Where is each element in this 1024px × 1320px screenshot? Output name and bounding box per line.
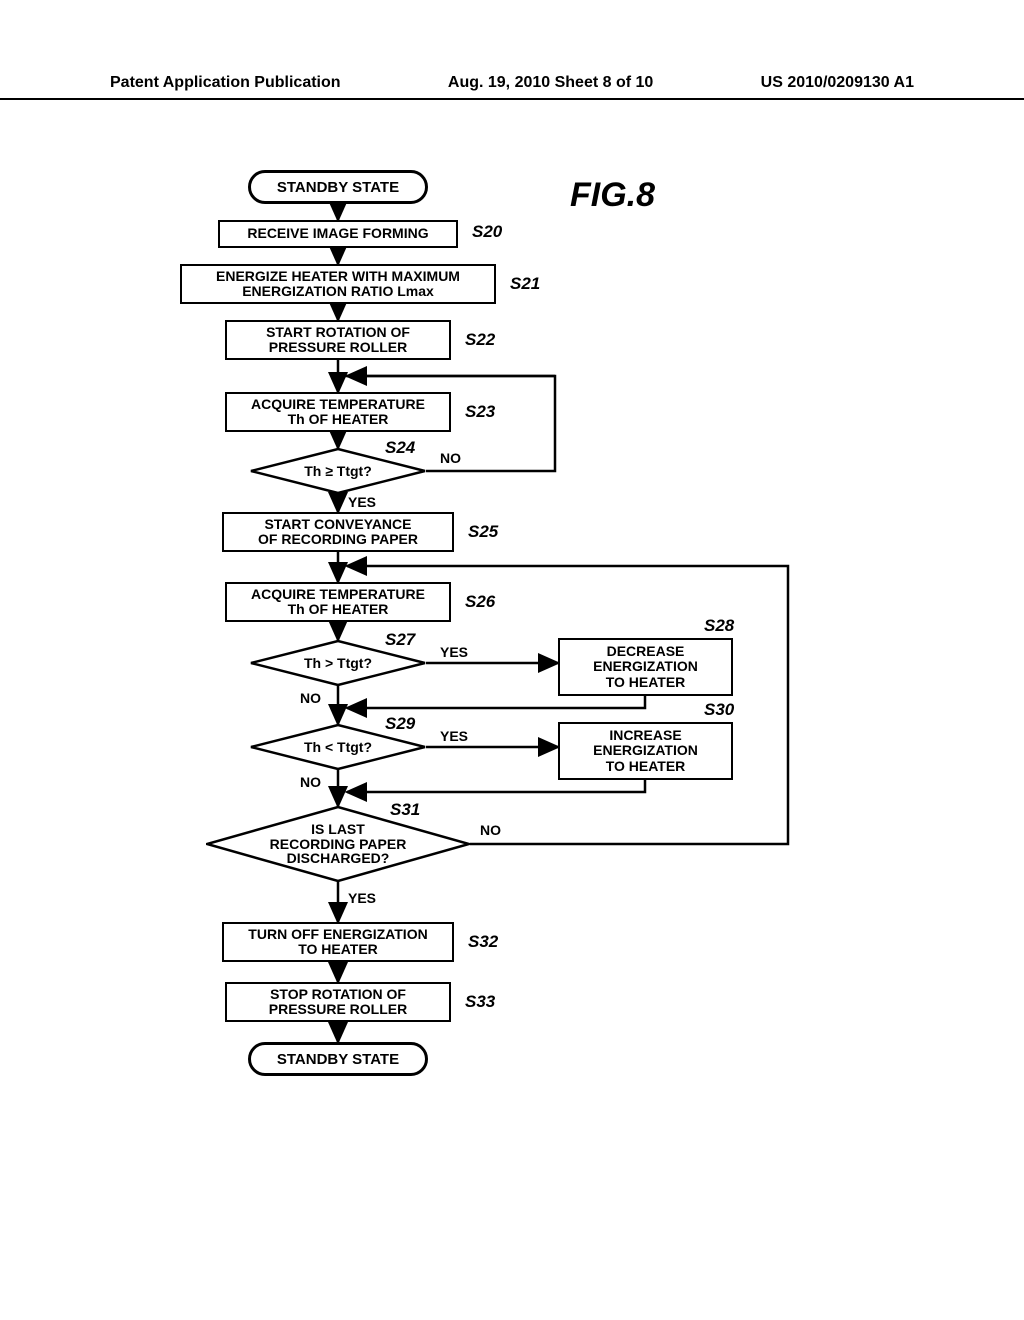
step-s21-text: ENERGIZE HEATER WITH MAXIMUMENERGIZATION… bbox=[216, 269, 460, 300]
step-s29-text: Th < Ttgt? bbox=[304, 740, 372, 755]
flowchart: FIG.8 STANDBY STATE RECEIVE IMAGE FORMIN… bbox=[0, 150, 1024, 1310]
terminal-end: STANDBY STATE bbox=[248, 1042, 428, 1076]
s24-yes: YES bbox=[348, 494, 376, 510]
s29-yes: YES bbox=[440, 728, 468, 744]
terminal-start-text: STANDBY STATE bbox=[277, 179, 399, 196]
header-center: Aug. 19, 2010 Sheet 8 of 10 bbox=[448, 74, 653, 92]
terminal-start: STANDBY STATE bbox=[248, 170, 428, 204]
step-s25: START CONVEYANCEOF RECORDING PAPER bbox=[222, 512, 454, 552]
step-s24-label: S24 bbox=[385, 438, 415, 458]
s31-yes: YES bbox=[348, 890, 376, 906]
step-s22-label: S22 bbox=[465, 330, 495, 350]
step-s32: TURN OFF ENERGIZATIONTO HEATER bbox=[222, 922, 454, 962]
s29-no: NO bbox=[300, 774, 321, 790]
step-s20-text: RECEIVE IMAGE FORMING bbox=[247, 226, 428, 241]
step-s31-label: S31 bbox=[390, 800, 420, 820]
step-s32-text: TURN OFF ENERGIZATIONTO HEATER bbox=[248, 927, 427, 958]
step-s31: IS LASTRECORDING PAPERDISCHARGED? bbox=[206, 806, 470, 882]
step-s33-label: S33 bbox=[465, 992, 495, 1012]
step-s31-text: IS LASTRECORDING PAPERDISCHARGED? bbox=[270, 822, 407, 866]
s27-yes: YES bbox=[440, 644, 468, 660]
step-s28-label: S28 bbox=[704, 616, 734, 636]
step-s26-label: S26 bbox=[465, 592, 495, 612]
step-s25-text: START CONVEYANCEOF RECORDING PAPER bbox=[258, 517, 418, 548]
figure-title: FIG.8 bbox=[570, 176, 655, 215]
step-s20: RECEIVE IMAGE FORMING bbox=[218, 220, 458, 248]
s24-no: NO bbox=[440, 450, 461, 466]
header-left: Patent Application Publication bbox=[110, 74, 341, 92]
step-s26-text: ACQUIRE TEMPERATURETh OF HEATER bbox=[251, 587, 425, 618]
step-s28-text: DECREASEENERGIZATIONTO HEATER bbox=[593, 644, 698, 690]
step-s33-text: STOP ROTATION OFPRESSURE ROLLER bbox=[269, 987, 407, 1018]
step-s25-label: S25 bbox=[468, 522, 498, 542]
step-s23: ACQUIRE TEMPERATURETh OF HEATER bbox=[225, 392, 451, 432]
step-s20-label: S20 bbox=[472, 222, 502, 242]
step-s28: DECREASEENERGIZATIONTO HEATER bbox=[558, 638, 733, 696]
step-s21-label: S21 bbox=[510, 274, 540, 294]
header-right: US 2010/0209130 A1 bbox=[761, 74, 914, 92]
step-s26: ACQUIRE TEMPERATURETh OF HEATER bbox=[225, 582, 451, 622]
step-s33: STOP ROTATION OFPRESSURE ROLLER bbox=[225, 982, 451, 1022]
s31-no: NO bbox=[480, 822, 501, 838]
step-s29-label: S29 bbox=[385, 714, 415, 734]
step-s22-text: START ROTATION OFPRESSURE ROLLER bbox=[266, 325, 410, 356]
flow-lines bbox=[0, 150, 1024, 1310]
step-s23-text: ACQUIRE TEMPERATURETh OF HEATER bbox=[251, 397, 425, 428]
page-header: Patent Application Publication Aug. 19, … bbox=[0, 74, 1024, 100]
step-s24-text: Th ≥ Ttgt? bbox=[304, 464, 372, 479]
step-s27-text: Th > Ttgt? bbox=[304, 656, 372, 671]
step-s21: ENERGIZE HEATER WITH MAXIMUMENERGIZATION… bbox=[180, 264, 496, 304]
step-s22: START ROTATION OFPRESSURE ROLLER bbox=[225, 320, 451, 360]
step-s30: INCREASEENERGIZATIONTO HEATER bbox=[558, 722, 733, 780]
step-s23-label: S23 bbox=[465, 402, 495, 422]
step-s30-text: INCREASEENERGIZATIONTO HEATER bbox=[593, 728, 698, 774]
step-s27-label: S27 bbox=[385, 630, 415, 650]
step-s32-label: S32 bbox=[468, 932, 498, 952]
step-s30-label: S30 bbox=[704, 700, 734, 720]
s27-no: NO bbox=[300, 690, 321, 706]
terminal-end-text: STANDBY STATE bbox=[277, 1051, 399, 1068]
